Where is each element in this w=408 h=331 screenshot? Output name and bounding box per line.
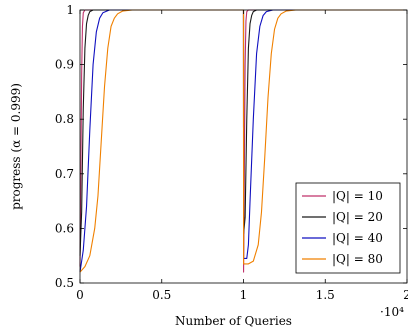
legend-label-2: |Q| = 20 <box>332 210 383 224</box>
x-axis-multiplier: ·10⁴ <box>380 305 404 319</box>
y-axis-label: progress (α = 0.999) <box>9 83 23 210</box>
x-tick-label: 1.5 <box>316 288 335 302</box>
x-tick-label: 2 <box>403 288 408 302</box>
ticks-layer: 0 0.5 1 1.5 20.50.60.70.80.91 <box>55 3 408 302</box>
legend-label-1: |Q| = 10 <box>332 189 383 203</box>
x-tick-label: 0 <box>76 288 84 302</box>
x-tick-label: 0.5 <box>152 288 171 302</box>
legend: |Q| = 10 |Q| = 20 |Q| = 40 |Q| = 80 <box>295 182 401 274</box>
series-layer <box>79 9 407 273</box>
y-tick-label: 0.6 <box>55 221 74 235</box>
legend-label-4: |Q| = 80 <box>332 252 383 266</box>
y-tick-label: 0.7 <box>55 167 74 181</box>
x-axis-label: Number of Queries <box>175 314 292 328</box>
y-tick-label: 1 <box>66 3 74 17</box>
legend-label-3: |Q| = 40 <box>332 231 383 245</box>
y-tick-label: 0.8 <box>55 112 74 126</box>
y-tick-label: 0.5 <box>55 276 74 290</box>
series-line-4 <box>79 9 407 273</box>
x-tick-label: 1 <box>240 288 248 302</box>
y-tick-label: 0.9 <box>55 58 74 72</box>
legend-box <box>295 182 401 274</box>
